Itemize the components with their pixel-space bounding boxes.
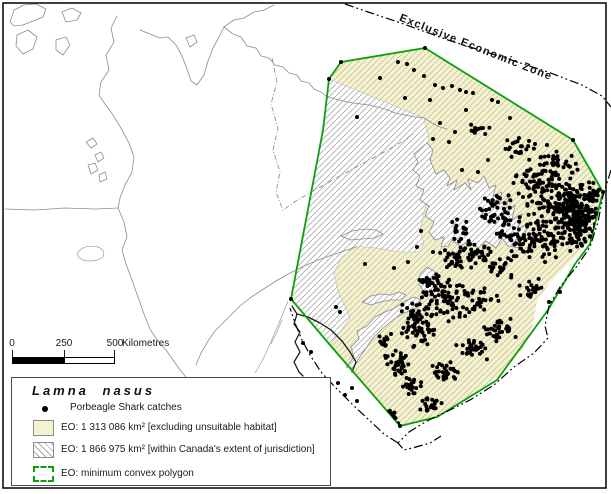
yellow-swatch (33, 420, 54, 436)
legend-item-eo-hatch: EO: 1 866 975 km² [within Canada's exten… (12, 442, 330, 460)
legend-box: Lamna nasus Porbeagle Shark catches EO: … (11, 377, 331, 486)
hatch-swatch (33, 442, 54, 458)
map-frame (2, 2, 607, 489)
land-layer (340, 142, 529, 369)
legend-item-label: EO: minimum convex polygon (61, 468, 194, 479)
legend-item-label: EO: 1 866 975 km² [within Canada's exten… (61, 444, 315, 455)
convex-polygon-outline (290, 47, 604, 427)
catch-dots-layer (289, 46, 605, 428)
legend-title: Lamna nasus (32, 383, 156, 398)
legend-item-eo-yellow: EO: 1 313 086 km² [excluding unsuitable … (12, 420, 330, 438)
legend-item-catches: Porbeagle Shark catches (12, 400, 330, 418)
green-polygon-swatch (33, 466, 54, 482)
legend-item-eo-polygon: EO: minimum convex polygon (12, 466, 330, 484)
coastlines-layer (4, 3, 448, 378)
legend-item-label: Porbeagle Shark catches (70, 402, 182, 413)
legend-item-label: EO: 1 313 086 km² [excluding unsuitable … (61, 422, 277, 433)
catch-dot-symbol (42, 406, 48, 412)
